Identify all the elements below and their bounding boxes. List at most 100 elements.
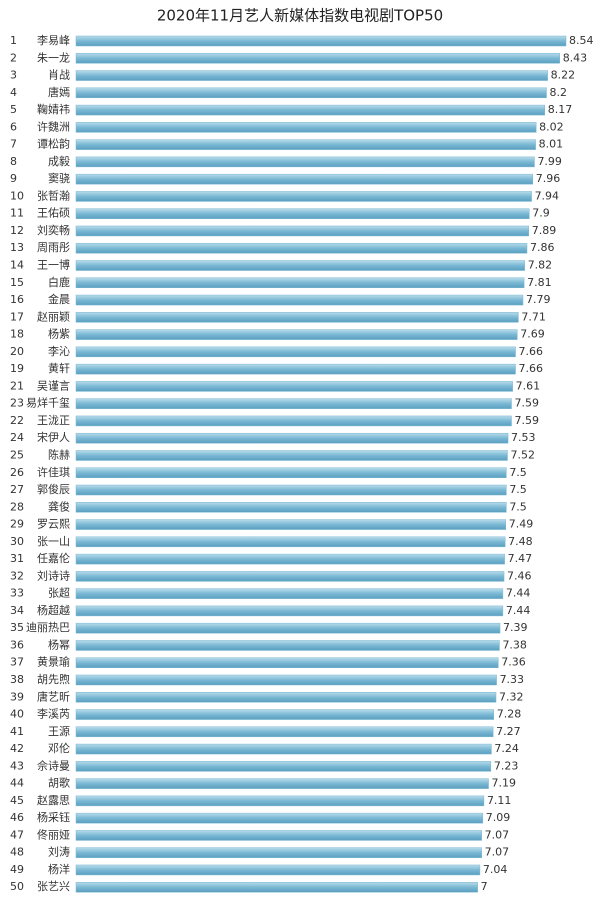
category-label: 周雨彤 [37,241,70,254]
bar [75,864,481,876]
value-label: 7.66 [519,362,544,375]
rank-label: 6 [10,120,17,133]
category-label: 窦骁 [48,171,70,185]
rank-label: 31 [10,552,24,565]
category-label: 杨超越 [37,603,70,617]
bar [75,743,492,755]
bar [75,398,512,409]
value-label: 7.5 [509,500,527,513]
rank-label: 49 [10,863,24,876]
category-label: 郭俊辰 [37,482,70,496]
rank-label: 46 [10,811,24,824]
bar [75,674,497,686]
rank-label: 23 [10,397,24,410]
category-label: 金晨 [48,292,70,306]
category-label: 张艺兴 [37,880,70,893]
category-label: 宋伊人 [37,430,70,444]
category-label: 李沁 [48,344,70,358]
category-label: 刘诗诗 [37,568,70,582]
rank-label: 10 [10,189,24,202]
rank-label: 24 [10,431,24,444]
bar [75,294,524,306]
value-label: 7.11 [487,794,512,807]
value-label: 7.09 [486,811,511,824]
bar [75,432,509,444]
bar [75,208,530,219]
value-label: 7.46 [507,569,532,582]
rank-label: 14 [10,259,24,272]
value-label: 7.07 [485,828,510,841]
rank-label: 33 [10,587,24,600]
rank-label: 9 [10,172,17,185]
bar [75,622,501,634]
category-label: 唐艺昕 [37,689,70,703]
rank-label: 16 [10,293,24,306]
category-label: 黄景瑜 [37,655,70,669]
value-label: 7.24 [494,742,519,755]
value-label: 7.99 [537,155,562,168]
category-label: 许魏洲 [37,119,70,133]
category-label: 杨幂 [48,637,70,651]
category-label: 朱一龙 [37,51,70,64]
bar [75,87,547,99]
value-label: 7.44 [506,587,531,600]
value-label: 8.01 [539,138,564,151]
value-label: 7.49 [509,518,534,531]
rank-label: 44 [10,777,24,790]
category-label: 王泷正 [37,414,70,427]
category-label: 赵丽颖 [37,309,70,323]
bar [75,536,506,548]
rank-label: 50 [10,880,24,893]
value-label: 7.36 [501,656,525,669]
rank-label: 39 [10,690,24,703]
rank-label: 30 [10,535,24,548]
rank-label: 5 [10,103,17,116]
bar [75,191,532,202]
category-label: 刘奕畅 [37,223,70,237]
bar [75,53,560,64]
bar [75,709,494,720]
rank-label: 43 [10,759,24,772]
bar [75,692,497,703]
bar [75,640,500,651]
category-label: 易烊千玺 [26,396,70,410]
category-label: 王佑硕 [37,206,70,220]
bar [75,657,499,668]
value-label: 7.47 [508,552,533,565]
bar [75,553,505,565]
bar [75,70,548,81]
rank-label: 21 [10,379,24,392]
value-label: 7.23 [494,759,519,772]
category-label: 李易峰 [37,33,70,47]
value-label: 7.86 [530,241,555,254]
bar [75,761,492,772]
category-label: 王源 [48,724,70,738]
rank-label: 17 [10,310,24,323]
value-label: 7.48 [508,535,532,548]
category-label: 陈赫 [48,447,70,461]
category-label: 杨采钰 [37,810,70,824]
category-label: 成毅 [48,154,70,168]
rank-label: 18 [10,328,24,341]
bar [75,502,507,513]
value-label: 7.39 [503,621,527,634]
bar [75,242,528,254]
value-label: 8.43 [563,51,588,64]
value-label: 7.07 [485,846,510,859]
category-label: 白鹿 [48,275,70,289]
bar [75,122,537,133]
bar [75,312,519,323]
value-label: 8.2 [549,86,567,99]
bar [75,346,516,358]
value-label: 7.94 [535,189,560,202]
category-label: 邓伦 [48,741,70,755]
category-label: 唐嫣 [48,85,70,99]
rank-label: 34 [10,604,24,617]
bar [75,467,507,478]
category-label: 龚俊 [48,499,70,513]
category-label: 胡歌 [48,776,70,790]
rank-label: 38 [10,673,24,686]
value-label: 7.28 [497,708,522,721]
bar [75,795,485,807]
